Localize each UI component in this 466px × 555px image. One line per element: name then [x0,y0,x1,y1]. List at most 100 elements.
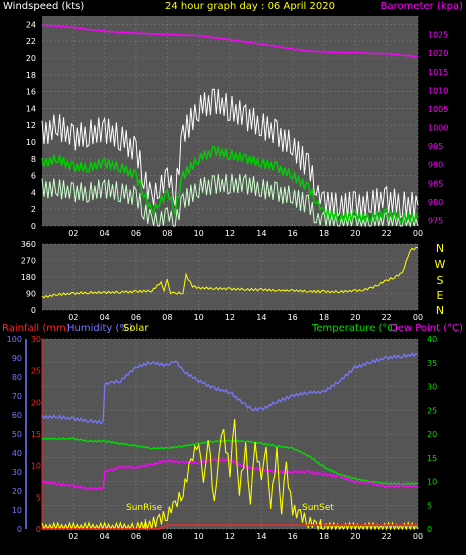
windspeed-tick-label: 24 [26,20,36,29]
x-tick-label: 06 [131,313,141,322]
series-barometer [41,24,419,58]
windspeed-tick-label: 12 [26,121,36,130]
series-rainfall [42,524,418,530]
x-tick-label: 16 [288,229,298,238]
barometer-tick-label: 985 [428,179,443,188]
humidity-tick-label: 90 [12,354,22,363]
x-tick-label: 18 [319,532,329,541]
solar-axis-label: Solar [123,323,149,334]
x-tick-label: 08 [162,313,172,322]
windspeed-tick-label: 4 [31,188,36,197]
x-tick-label: 20 [350,229,360,238]
x-tick-label: 18 [319,229,329,238]
barometer-tick-label: 1010 [428,86,448,95]
temperature-tick-label: 30 [427,383,437,392]
barometer-tick-label: 980 [428,198,443,207]
rainfall-tick-label: 15 [31,430,41,439]
humidity-tick-label: 100 [7,335,22,344]
x-tick-label: 20 [350,532,360,541]
direction-tick-label: 0 [31,306,36,315]
humidity-tick-label: 20 [12,487,22,496]
barometer-tick-label: 990 [428,161,443,170]
x-tick-label: 10 [194,313,204,322]
series-humidity [41,352,419,425]
humidity-tick-label: 40 [12,449,22,458]
temperature-tick-label: 20 [427,430,437,439]
windspeed-axis-label: Windspeed (kts) [3,1,84,12]
temperature-tick-label: 35 [427,359,437,368]
humidity-tick-label: 50 [12,430,22,439]
windspeed-tick-label: 2 [31,205,36,214]
humidity-tick-label: 30 [12,468,22,477]
x-tick-label: 06 [131,532,141,541]
x-tick-label: 12 [225,532,235,541]
x-tick-label: 02 [68,532,78,541]
x-tick-label: 10 [194,229,204,238]
direction-tick-label: 270 [21,257,36,266]
windspeed-tick-label: 18 [26,71,36,80]
barometer-tick-label: 975 [428,216,443,225]
rainfall-tick-label: 25 [31,367,41,376]
direction-tick-label: 360 [21,240,36,249]
x-tick-label: 08 [162,229,172,238]
windspeed-tick-label: 16 [26,88,36,97]
x-tick-label: 00 [413,229,423,238]
x-tick-label: 16 [288,532,298,541]
compass-label-n1: N [436,242,444,255]
temperature-axis-label: Temperature (°C) [311,323,398,334]
windspeed-tick-label: 10 [26,138,36,147]
sunset-annotation: SunSet [302,503,334,513]
humidity-tick-label: 70 [12,392,22,401]
rainfall-tick-label: 30 [31,335,41,344]
series-average [41,145,419,223]
x-tick-label: 22 [382,313,392,322]
x-tick-label: 14 [256,532,266,541]
humidity-tick-label: 10 [12,506,22,515]
x-tick-label: 00 [413,313,423,322]
x-tick-label: 22 [382,229,392,238]
barometer-axis-label: Barometer (kpa) [381,1,463,12]
compass-label-n2: N [436,304,444,317]
windspeed-tick-label: 0 [31,222,36,231]
x-tick-label: 20 [350,313,360,322]
temperature-tick-label: 25 [427,406,437,415]
series-gust [41,88,419,219]
temperature-tick-label: 5 [427,501,432,510]
rainfall-tick-label: 5 [36,493,41,502]
sunrise-annotation: SunRise [126,503,163,513]
humidity-axis-label: Humidity (%) [67,323,133,334]
temperature-tick-label: 10 [427,478,437,487]
x-tick-label: 02 [68,229,78,238]
x-tick-label: 14 [256,313,266,322]
x-tick-label: 14 [256,229,266,238]
x-tick-label: 10 [194,532,204,541]
series-lines [41,24,419,532]
dewpoint-axis-label: Dew Point (°C) [390,323,463,334]
barometer-tick-label: 1020 [428,49,448,58]
windspeed-tick-label: 20 [26,54,36,63]
x-tick-label: 18 [319,313,329,322]
windspeed-tick-label: 8 [31,155,36,164]
rainfall-tick-label: 10 [31,462,41,471]
x-tick-label: 16 [288,313,298,322]
temperature-tick-label: 0 [427,525,432,534]
barometer-tick-label: 1005 [428,105,448,114]
barometer-tick-label: 1025 [428,31,448,40]
series-direction [41,246,419,299]
windspeed-tick-label: 22 [26,37,36,46]
humidity-tick-label: 80 [12,373,22,382]
series-lull [41,173,419,228]
x-tick-label: 12 [225,229,235,238]
x-tick-label: 00 [413,532,423,541]
x-tick-label: 02 [68,313,78,322]
humidity-tick-label: 60 [12,411,22,420]
direction-tick-label: 90 [26,290,36,299]
x-tick-label: 12 [225,313,235,322]
chart-title: 24 hour graph day : 06 April 2020 [165,1,335,12]
x-tick-label: 22 [382,532,392,541]
barometer-tick-label: 1000 [428,124,448,133]
x-tick-label: 06 [131,229,141,238]
rainfall-axis-label: Rainfall (mm) [2,323,70,334]
barometer-tick-label: 1015 [428,68,448,77]
